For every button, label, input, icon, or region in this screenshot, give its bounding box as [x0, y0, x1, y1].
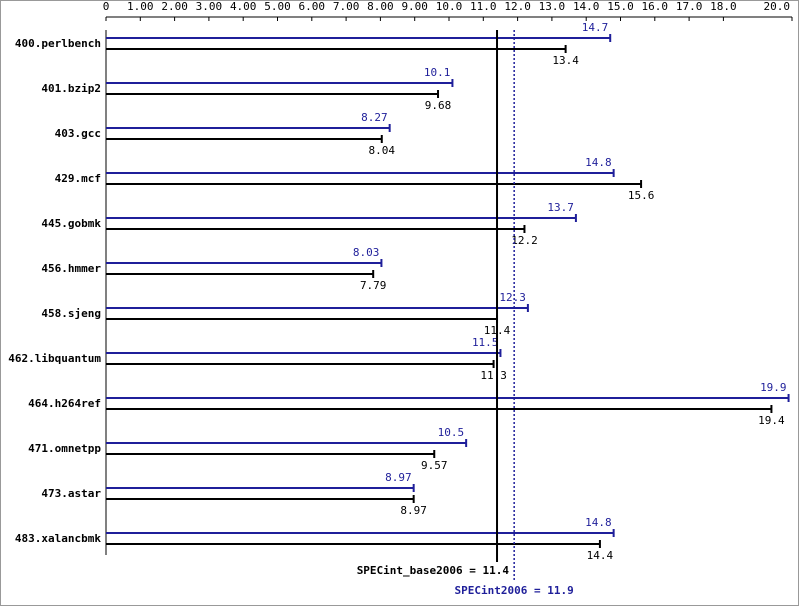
value-label: 15.6 — [628, 189, 655, 202]
x-tick-label: 4.00 — [230, 0, 257, 13]
category-label: 464.h264ref — [28, 397, 101, 410]
category-label: 471.omnetpp — [28, 442, 101, 455]
value-label: 8.04 — [369, 144, 396, 157]
value-label: 8.03 — [353, 246, 380, 259]
x-tick-label: 1.00 — [127, 0, 154, 13]
value-label: 13.4 — [552, 54, 579, 67]
x-tick-label: 9.00 — [401, 0, 428, 13]
category-label: 483.xalancbmk — [15, 532, 101, 545]
x-tick-label: 8.00 — [367, 0, 394, 13]
category-label: 400.perlbench — [15, 37, 101, 50]
x-tick-label: 3.00 — [196, 0, 223, 13]
x-tick-label: 5.00 — [264, 0, 291, 13]
category-label: 462.libquantum — [8, 352, 101, 365]
value-label: 13.7 — [547, 201, 574, 214]
x-tick-label: 0 — [103, 0, 110, 13]
value-label: 8.27 — [361, 111, 388, 124]
value-label: 10.1 — [424, 66, 451, 79]
category-label: 403.gcc — [55, 127, 101, 140]
x-tick-label: 13.0 — [539, 0, 566, 13]
x-tick-label: 2.00 — [161, 0, 188, 13]
x-tick-label: 12.0 — [504, 0, 531, 13]
value-label: 9.68 — [425, 99, 452, 112]
value-label: 9.57 — [421, 459, 448, 472]
x-tick-label: 14.0 — [573, 0, 600, 13]
value-label: 14.4 — [587, 549, 614, 562]
x-tick-label: 11.0 — [470, 0, 497, 13]
value-label: 19.4 — [758, 414, 785, 427]
x-tick-label: 16.0 — [642, 0, 669, 13]
value-label: 7.79 — [360, 279, 387, 292]
x-tick-label: 17.0 — [676, 0, 703, 13]
category-label: 456.hmmer — [41, 262, 101, 275]
x-tick-label: 20.0 — [764, 0, 791, 13]
x-tick-label: 6.00 — [299, 0, 326, 13]
value-label: 8.97 — [400, 504, 427, 517]
category-label: 473.astar — [41, 487, 101, 500]
category-label: 401.bzip2 — [41, 82, 101, 95]
value-label: 14.7 — [582, 21, 609, 34]
x-tick-label: 10.0 — [436, 0, 463, 13]
x-tick-label: 18.0 — [710, 0, 737, 13]
x-tick-label: 15.0 — [607, 0, 634, 13]
value-label: 8.97 — [385, 471, 412, 484]
value-label: 14.8 — [585, 516, 612, 529]
value-label: 10.5 — [438, 426, 465, 439]
value-label: 14.8 — [585, 156, 612, 169]
reference-label: SPECint_base2006 = 11.4 — [357, 564, 510, 577]
category-label: 429.mcf — [55, 172, 101, 185]
reference-label: SPECint2006 = 11.9 — [455, 584, 574, 597]
value-label: 11.5 — [472, 336, 499, 349]
x-tick-label: 7.00 — [333, 0, 360, 13]
value-label: 12.3 — [499, 291, 526, 304]
value-label: 19.9 — [760, 381, 787, 394]
value-label: 11.3 — [480, 369, 507, 382]
category-label: 445.gobmk — [41, 217, 101, 230]
value-label: 12.2 — [511, 234, 538, 247]
category-label: 458.sjeng — [41, 307, 101, 320]
